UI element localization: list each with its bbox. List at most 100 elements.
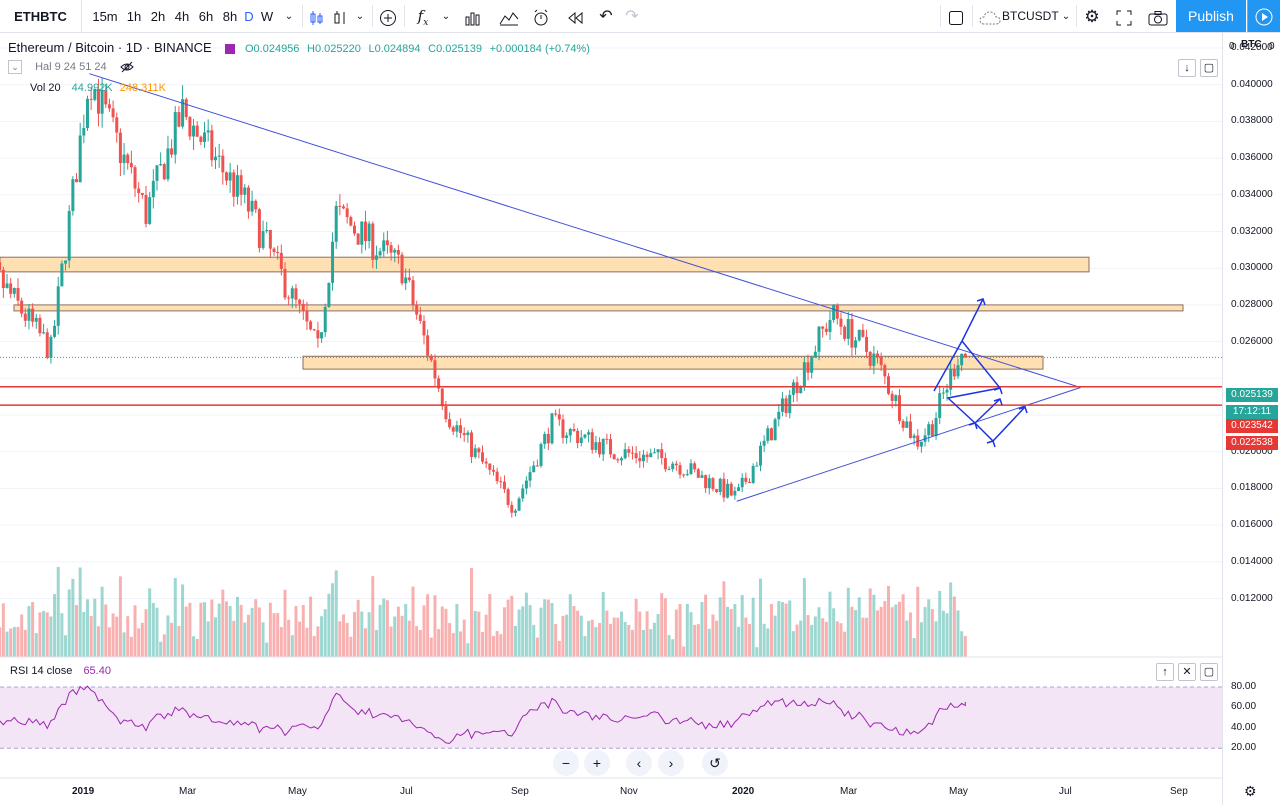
- interval-w[interactable]: W: [260, 9, 274, 24]
- interval-8h[interactable]: 8h: [222, 9, 238, 24]
- scroll-right-button[interactable]: ›: [658, 750, 684, 776]
- volume-bar: [645, 611, 649, 657]
- arrow-down-icon[interactable]: ↓: [1178, 59, 1196, 77]
- volume-bar: [883, 600, 887, 657]
- maximize-pane-icon[interactable]: ▢: [1200, 59, 1218, 77]
- candle-body: [660, 449, 664, 459]
- resistance-zone: [13, 304, 1184, 312]
- volume-bar: [224, 601, 228, 657]
- candle-body: [396, 249, 400, 255]
- candle-body: [250, 200, 254, 212]
- price-chart[interactable]: [0, 33, 1222, 805]
- candle-body: [67, 211, 71, 261]
- interval-15m[interactable]: 15m: [92, 9, 118, 24]
- volume-bar: [42, 610, 46, 657]
- volume-bar: [594, 627, 598, 657]
- candle-body: [674, 463, 678, 466]
- undo-icon[interactable]: ↶: [599, 8, 613, 25]
- volume-bar: [374, 629, 378, 657]
- add-icon[interactable]: [376, 0, 400, 33]
- arrow-up-icon[interactable]: ↑: [1156, 663, 1174, 681]
- zoom-in-button[interactable]: +: [584, 750, 610, 776]
- maximize-pane-icon[interactable]: ▢: [1200, 663, 1218, 681]
- gear-icon[interactable]: ⚙: [1244, 783, 1257, 799]
- candle-body: [773, 419, 777, 441]
- volume-bar: [707, 628, 711, 657]
- volume-bar: [638, 611, 642, 657]
- volume-bar: [780, 602, 784, 657]
- candle-body: [513, 510, 517, 513]
- interval-2h[interactable]: 2h: [150, 9, 166, 24]
- candle-body: [605, 438, 609, 440]
- candle-body: [12, 288, 16, 294]
- volume-bar: [181, 584, 185, 657]
- interval-1h[interactable]: 1h: [126, 9, 142, 24]
- indicators-chart-icon[interactable]: [496, 0, 522, 33]
- volume-bar: [491, 636, 495, 657]
- chart-templates-icon[interactable]: [460, 0, 486, 33]
- interval-6h[interactable]: 6h: [198, 9, 214, 24]
- replay-icon[interactable]: [562, 0, 588, 33]
- volume-bar: [12, 626, 16, 657]
- publish-button[interactable]: Publish: [1176, 0, 1246, 32]
- candle-body: [371, 223, 375, 260]
- candle-body: [546, 433, 550, 444]
- chevron-down-icon[interactable]: ⌄: [355, 11, 365, 22]
- close-icon[interactable]: ✕: [1178, 663, 1196, 681]
- candle-body: [865, 336, 869, 352]
- toolbar-divider: [404, 5, 405, 27]
- candle-body: [769, 428, 773, 441]
- candle-body: [459, 425, 463, 434]
- candle-body: [210, 130, 214, 161]
- compare-symbol[interactable]: BTCUSDT: [1002, 9, 1059, 23]
- volume-bar: [287, 619, 291, 657]
- candle-body: [334, 205, 338, 242]
- toolbar-divider: [940, 5, 941, 27]
- resistance-zone: [302, 355, 1044, 370]
- candle-body: [813, 351, 817, 358]
- candle-body: [214, 156, 218, 161]
- play-icon[interactable]: [1247, 0, 1280, 32]
- camera-icon[interactable]: [1146, 0, 1170, 33]
- volume-bar: [568, 594, 572, 657]
- candle-body: [192, 125, 196, 137]
- volume-bar: [89, 616, 93, 657]
- candle-body: [616, 459, 620, 461]
- redo-icon[interactable]: ↷: [625, 8, 639, 25]
- chart-area[interactable]: [0, 33, 1222, 805]
- volume-bar: [166, 615, 170, 657]
- bars-icon[interactable]: [330, 0, 350, 33]
- volume-bar: [557, 640, 561, 657]
- volume-bar: [290, 635, 294, 657]
- chevron-down-icon[interactable]: ⌄: [1061, 11, 1071, 22]
- eye-hidden-icon[interactable]: [119, 61, 134, 73]
- zoom-out-button[interactable]: −: [553, 750, 579, 776]
- volume-bar: [524, 592, 528, 657]
- candles-icon[interactable]: [306, 0, 326, 33]
- gear-icon[interactable]: ⚙: [1084, 7, 1100, 26]
- symbol-search-button[interactable]: ETHBTC: [0, 0, 82, 33]
- cloud-icon[interactable]: [978, 0, 1002, 33]
- fullscreen-icon[interactable]: [1112, 0, 1136, 33]
- chevron-down-icon[interactable]: ⌄: [284, 11, 294, 22]
- interval-d[interactable]: D: [244, 9, 254, 24]
- chevron-down-icon[interactable]: ⌄: [8, 60, 22, 74]
- candle-body: [817, 326, 821, 352]
- square-icon[interactable]: [944, 0, 968, 33]
- volume-bar: [652, 622, 656, 657]
- fx-icon[interactable]: fx: [417, 7, 429, 28]
- candle-body: [173, 112, 177, 155]
- scroll-left-button[interactable]: ‹: [626, 750, 652, 776]
- volume-bar: [283, 589, 287, 657]
- volume-bar: [334, 570, 338, 657]
- chevron-down-icon[interactable]: ⌄: [441, 11, 451, 22]
- alert-icon[interactable]: [528, 0, 554, 33]
- flag-icon[interactable]: [225, 43, 236, 54]
- interval-4h[interactable]: 4h: [174, 9, 190, 24]
- toolbar-divider: [302, 5, 303, 27]
- volume-bar: [897, 601, 901, 657]
- reset-chart-button[interactable]: ↺: [702, 750, 728, 776]
- candle-body: [166, 148, 170, 180]
- volume-bar: [418, 629, 422, 657]
- volume-bar: [872, 594, 876, 657]
